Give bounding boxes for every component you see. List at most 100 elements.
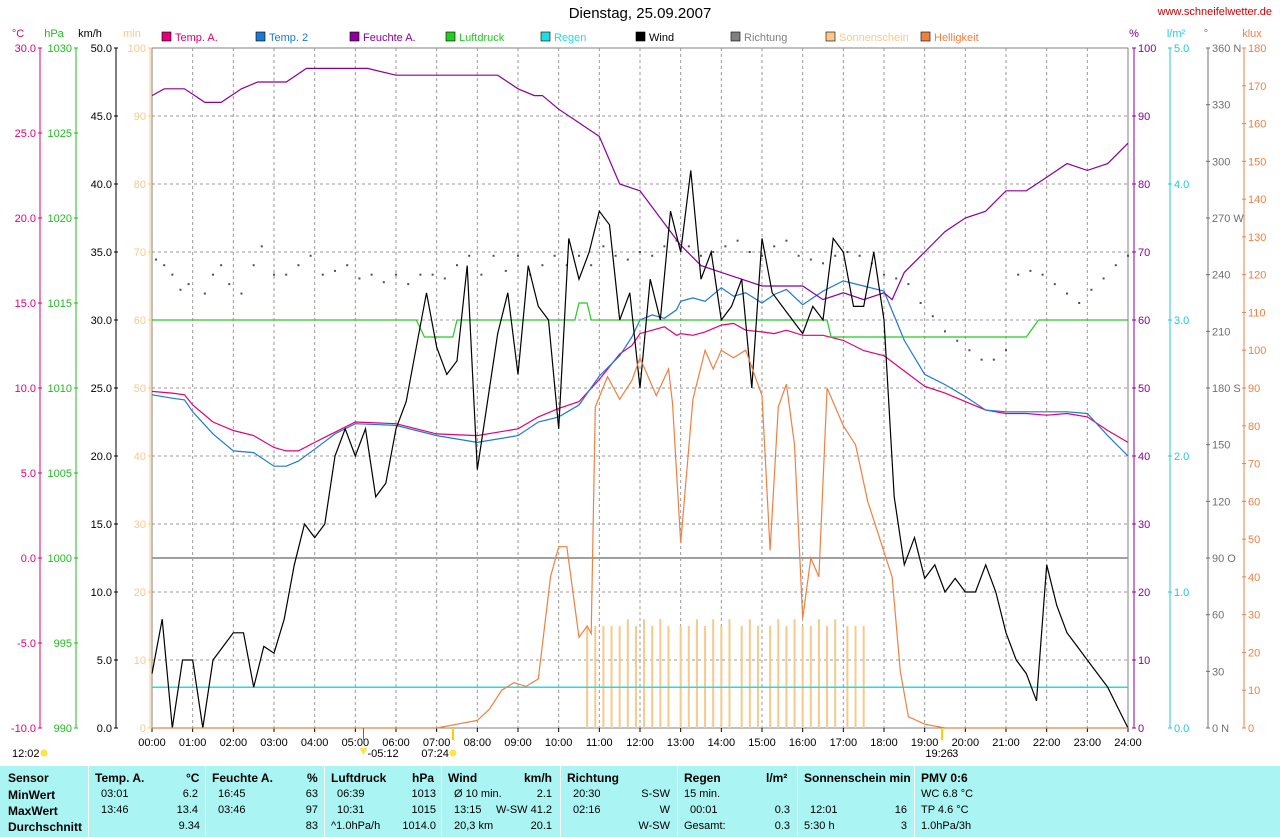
table-divider [441, 766, 442, 837]
richtung-point [895, 277, 898, 280]
hpa-tick-label: 990 [54, 723, 72, 735]
legend-label: Luftdruck [459, 32, 505, 44]
deg-tick-label: 270 W [1212, 213, 1244, 225]
series-line-feuchtea [151, 67, 1129, 301]
x-tick-label: 03:00 [260, 737, 288, 749]
min-tick-label: 90 [134, 111, 146, 123]
klux-tick-label: 90 [1248, 383, 1260, 395]
hpa-unit-label: hPa [44, 28, 64, 40]
luftdruck-max: 1015 [411, 804, 436, 816]
deg-tick-label: 330 [1212, 100, 1230, 112]
x-tick-label: 00:00 [138, 737, 166, 749]
feuchte-max: 97 [305, 804, 318, 816]
klux-tick-label: 110 [1248, 307, 1266, 319]
richtung-point [944, 330, 946, 333]
table-divider [205, 766, 206, 837]
regen-max-time: 00:01 [690, 804, 718, 816]
wind-max-time: 13:15 [454, 804, 482, 816]
richtung-point [602, 245, 605, 248]
pmv-title: PMV 0:6 [921, 771, 968, 785]
richtung-point [504, 269, 507, 272]
richtung-point [228, 283, 231, 286]
richtung-point [382, 281, 385, 284]
x-tick-label: 21:00 [992, 737, 1020, 749]
richtung-point [590, 264, 593, 267]
min-tick-label: 50 [134, 383, 146, 395]
legend-swatch [635, 31, 646, 42]
min-tick-label: 80 [134, 179, 146, 191]
x-tick-label: 22:00 [1033, 737, 1061, 749]
wind-avg-label: 20,3 km [454, 820, 494, 832]
rain-tick-label: 2.0 [1174, 451, 1189, 463]
temp-tick-label: -5.0 [17, 638, 36, 650]
pct-tick-label: 10 [1138, 655, 1150, 667]
hpa-tick-label: 1030 [48, 43, 72, 55]
min-tick-label: 0 [140, 723, 146, 735]
min-tick-label: 20 [134, 587, 146, 599]
klux-tick-label: 50 [1248, 534, 1260, 546]
legend-swatch [540, 31, 551, 42]
axes: 00:00 01:00 02:00 03:00 04:00 05:00 06:00 07:00… [11, 28, 1266, 749]
pct-unit-label: % [1129, 28, 1139, 40]
temp-tick-label: -10.0 [11, 723, 36, 735]
pct-tick-label: 100 [1138, 43, 1156, 55]
richtung-point [822, 262, 824, 265]
richtung-point [1127, 254, 1129, 257]
legend-swatch [730, 31, 741, 42]
richtung-point [809, 258, 812, 261]
richtung-point [370, 273, 373, 276]
richtung-max-time: 02:16 [573, 804, 601, 816]
klux-tick-label: 70 [1248, 459, 1260, 471]
temp-title: Temp. A. [95, 771, 145, 785]
richtung-point [980, 358, 983, 361]
x-tick-label: 18:00 [870, 737, 898, 749]
min-tick-label: 40 [134, 451, 146, 463]
richtung-point [220, 264, 223, 267]
wind-min-label: Ø 10 min. [454, 788, 502, 800]
richtung-point [419, 273, 422, 276]
feuchte-avg: 83 [305, 820, 318, 832]
richtung-point [468, 254, 471, 257]
wind-unit: km/h [524, 771, 553, 785]
pct-tick-label: 50 [1138, 383, 1150, 395]
richtung-max: W [659, 804, 670, 816]
stats-header-row: Sensor Temp. A. °C Feuchte A. % Luftdruc… [0, 771, 1280, 786]
richtung-point [240, 292, 243, 295]
richtung-point [480, 273, 483, 276]
wind-max: 41.2 [530, 804, 552, 816]
site-link[interactable]: www.schneifelwetter.de [1157, 6, 1272, 18]
stats-avg-row: Durchschnitt 9.34 83 ^1.0hPa/h 1014.0 20… [0, 820, 1280, 835]
weather-chart: 00:00 01:00 02:00 03:00 04:00 05:00 06:00 07:00… [11, 28, 1266, 760]
table-divider [88, 766, 89, 837]
x-tick-label: 20:00 [952, 737, 980, 749]
richtung-point [614, 254, 617, 257]
row-label-min: MinWert [8, 788, 56, 802]
klux-tick-label: 140 [1248, 194, 1266, 206]
kmh-tick-label: 5.0 [97, 655, 112, 667]
richtung-point [1090, 288, 1093, 291]
richtung-point [919, 302, 922, 304]
x-tick-label: 07:00 [423, 737, 451, 749]
row-label-avg: Durchschnitt [8, 820, 83, 834]
kmh-tick-label: 40.0 [91, 179, 112, 191]
richtung-point [773, 245, 776, 248]
table-divider [677, 766, 678, 837]
richtung-point [968, 349, 971, 352]
klux-unit-label: klux [1242, 28, 1262, 40]
richtung-point [797, 254, 800, 257]
table-divider [324, 766, 325, 837]
richtung-point [931, 315, 934, 318]
series-line-temp2 [151, 280, 1129, 467]
legend-label: Temp. A. [175, 32, 218, 44]
legend-swatch [825, 31, 836, 42]
kmh-tick-label: 35.0 [91, 247, 112, 259]
richtung-point [724, 245, 727, 248]
richtung-point [252, 264, 255, 267]
pmv-line1: WC 6.8 °C [921, 788, 974, 800]
hpa-tick-label: 1005 [48, 468, 72, 480]
deg-unit-label: ° [1204, 28, 1208, 40]
kmh-tick-label: 10.0 [91, 587, 112, 599]
wind-title: Wind [448, 771, 478, 785]
temp-min: 6.2 [182, 788, 198, 800]
temp-tick-label: 30.0 [15, 43, 36, 55]
